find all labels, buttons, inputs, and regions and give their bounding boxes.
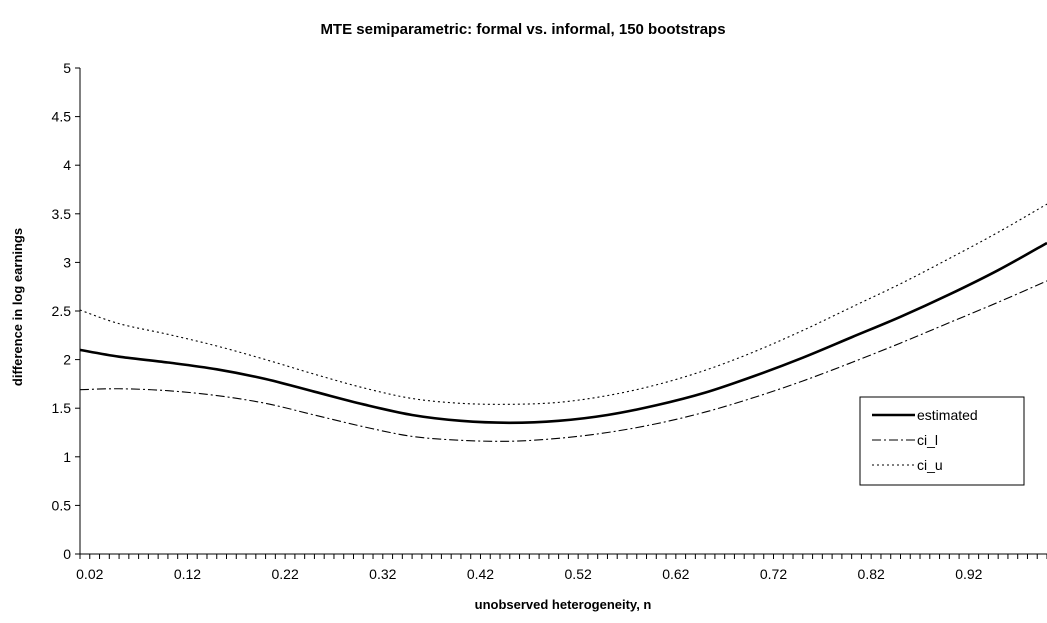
y-tick-label: 4 — [63, 157, 71, 173]
legend-label: estimated — [917, 407, 978, 423]
y-tick-label: 1.5 — [52, 400, 72, 416]
x-tick-label: 0.02 — [76, 566, 103, 582]
y-axis-title: difference in log earnings — [10, 228, 25, 386]
y-tick-label: 3.5 — [52, 206, 72, 222]
legend-label: ci_l — [917, 432, 938, 448]
legend-box — [859, 396, 1025, 486]
y-tick-label: 2 — [63, 352, 71, 368]
y-tick-label: 0.5 — [52, 497, 72, 513]
y-tick-label: 3 — [63, 254, 71, 270]
x-tick-label: 0.12 — [174, 566, 201, 582]
chart-title: MTE semiparametric: formal vs. informal,… — [320, 21, 725, 38]
y-tick-label: 4.5 — [52, 109, 72, 125]
x-tick-label: 0.82 — [858, 566, 885, 582]
y-tick-label: 0 — [63, 546, 71, 562]
series-line-estimated — [79, 241, 1047, 425]
x-tick-label: 0.22 — [271, 566, 298, 582]
x-axis-title: unobserved heterogeneity, n — [475, 597, 652, 612]
y-tick-label: 1 — [63, 449, 71, 465]
x-tick-label: 0.52 — [565, 566, 592, 582]
legend-label: ci_u — [917, 457, 943, 473]
series-line-ci-l — [79, 280, 1047, 442]
legend: estimated ci_l ci_u — [859, 396, 1025, 486]
x-tick-label: 0.92 — [955, 566, 982, 582]
x-tick-label: 0.62 — [662, 566, 689, 582]
series-group — [79, 203, 1047, 442]
series-line-ci-u — [79, 203, 1047, 405]
x-tick-label: 0.42 — [467, 566, 494, 582]
x-tick-label: 0.72 — [760, 566, 787, 582]
x-tick-label: 0.32 — [369, 566, 396, 582]
y-tick-label: 2.5 — [52, 303, 72, 319]
y-tick-label: 5 — [63, 60, 71, 76]
axes: 0 0.5 1 1.5 2 2.5 3 3.5 4 4.5 5 0.02 0.12 0.22 0.32 0.4… — [52, 60, 1047, 582]
